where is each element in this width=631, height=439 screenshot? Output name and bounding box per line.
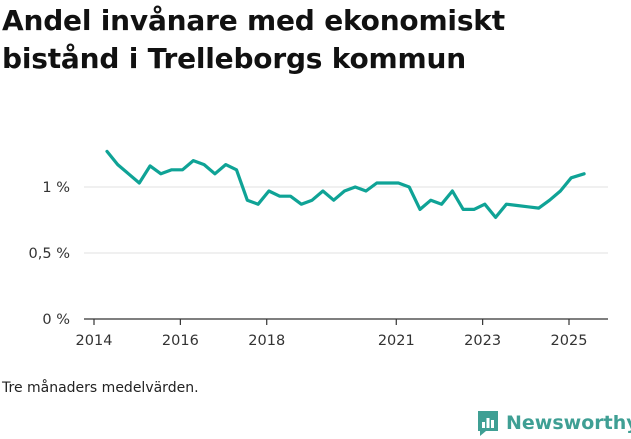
y-tick-label: 0,5 % — [29, 246, 70, 262]
chart-title: Andel invånare med ekonomiskt bistånd i … — [2, 4, 505, 75]
x-tick-label: 2018 — [248, 333, 285, 349]
y-tick-label: 0 % — [42, 312, 70, 328]
series-line — [105, 149, 586, 219]
x-tick-label: 2023 — [464, 333, 501, 349]
x-tick-label: 2014 — [76, 333, 113, 349]
newsworthy-chart-logo-icon — [478, 411, 498, 436]
x-tick-label: 2025 — [551, 333, 588, 349]
gridlines — [84, 186, 608, 254]
brand-name: Newsworthy — [506, 412, 631, 434]
brand-logo: Newsworthy — [476, 407, 631, 439]
chart-caption: Tre månaders medelvärden. — [2, 380, 199, 396]
x-tick-label: 2021 — [378, 333, 415, 349]
series-layer — [105, 149, 586, 219]
x-tick-label: 2016 — [162, 333, 199, 349]
y-axis-tick-labels: 0 % 0,5 % 1 % — [29, 180, 70, 328]
x-axis: 2014 2016 2018 2021 2023 2025 — [76, 318, 608, 349]
y-tick-label: 1 % — [42, 180, 70, 196]
